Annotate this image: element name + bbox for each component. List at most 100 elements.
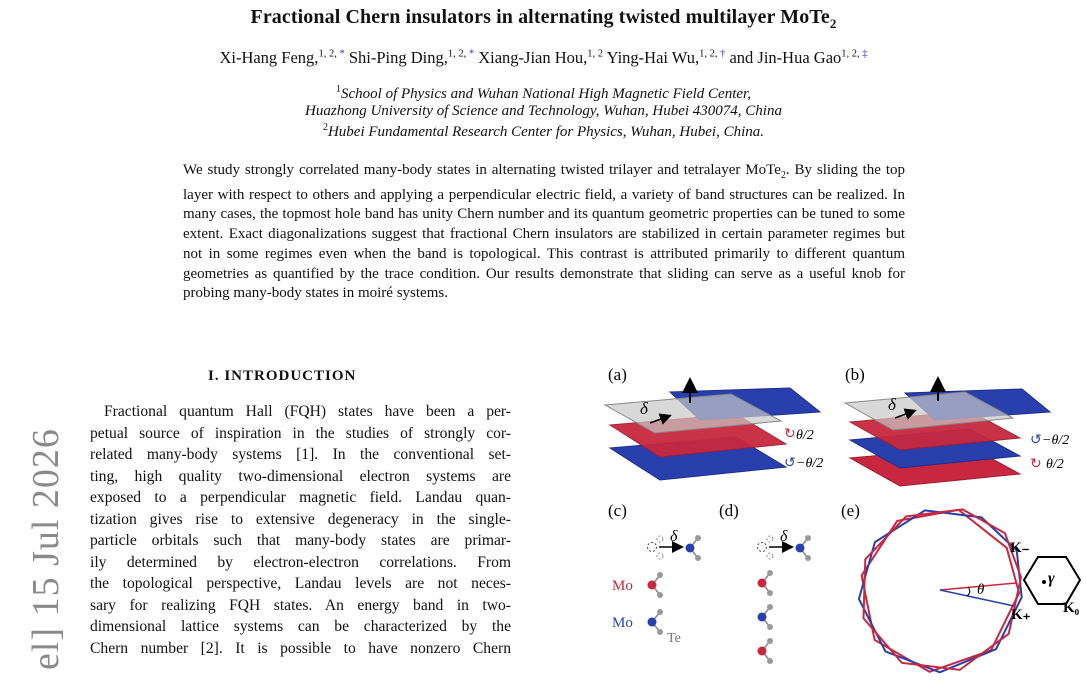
abstract-text-2: . By sliding the top layer with respect … xyxy=(183,162,905,302)
intro-line: Fractional quantum Hall (FQH) states hav… xyxy=(104,403,511,420)
panel-label-e: (e) xyxy=(841,501,860,520)
te-atom xyxy=(767,658,773,664)
paper-title: Fractional Chern insulators in alternati… xyxy=(0,6,1087,32)
intro-line: exposed to a perpendicular magnetic fiel… xyxy=(90,489,511,506)
te-atom xyxy=(657,572,663,578)
delta-label: δ xyxy=(670,528,678,545)
panel-d-sideview: δ xyxy=(757,528,811,664)
gamma-point xyxy=(1042,580,1046,584)
shifted-te-atom xyxy=(766,535,774,543)
mini-bz-hexagon xyxy=(1022,556,1082,605)
mo-atom xyxy=(795,543,805,553)
te-atom xyxy=(657,609,663,615)
intro-line: Chern number [2]. It is possible to have… xyxy=(90,639,511,657)
author-affil-marks: 1, 2, xyxy=(447,48,469,60)
mo-atom xyxy=(647,580,657,590)
panel-c-sideview: δ Mo Mo Te xyxy=(612,528,701,646)
mo-atom xyxy=(757,646,767,656)
panel-label-a: (a) xyxy=(608,365,627,384)
te-atom xyxy=(695,535,701,541)
affiliation-mark: 1 xyxy=(336,84,342,95)
delta-label: δ xyxy=(888,395,897,414)
te-atom xyxy=(767,590,773,596)
intro-paragraph: Fractional quantum Hall (FQH) states hav… xyxy=(90,401,511,659)
te-atom xyxy=(767,638,773,644)
intro-line: related many-body systems [1]. In the co… xyxy=(90,446,511,463)
blue-axis xyxy=(939,589,1015,607)
intro-line: particle orbitals such that many-body st… xyxy=(90,532,511,549)
rotation-icon: ↻ xyxy=(1030,457,1042,472)
te-label: Te xyxy=(667,631,681,646)
te-atom xyxy=(695,555,701,561)
red-axis xyxy=(939,582,1017,591)
affiliation-1-cont: Huazhong University of Science and Techn… xyxy=(0,103,1087,120)
panel-label-b: (b) xyxy=(845,365,865,384)
affiliation-text: School of Physics and Wuhan National Hig… xyxy=(341,86,751,102)
author-name: Xi-Hang Feng, xyxy=(219,48,319,67)
k-plus-label: K₊ xyxy=(1011,607,1031,623)
te-atom xyxy=(767,570,773,576)
shifted-te-atom xyxy=(656,552,664,560)
intro-line: dimensional lattice systems can be chara… xyxy=(90,618,511,635)
panel-b-stack: δ ↺ −θ/2 ↻ θ/2 xyxy=(843,376,1069,487)
shift-arrow xyxy=(894,408,917,420)
intro-line: petual source of inspiration in the stud… xyxy=(90,424,511,442)
author-note-link[interactable]: † xyxy=(720,48,726,60)
author-name: Shi-Ping Ding, xyxy=(348,48,448,67)
mo-atom xyxy=(757,612,767,622)
author-note-link[interactable]: * xyxy=(468,48,475,60)
author-note-link[interactable]: ‡ xyxy=(862,48,868,60)
te-atom xyxy=(657,629,663,635)
affiliation-mark: 2 xyxy=(322,122,328,133)
layer-top xyxy=(843,391,1015,431)
author-separator: and xyxy=(725,48,758,67)
te-atom xyxy=(767,604,773,610)
affiliation-text: Hubei Fundamental Research Center for Ph… xyxy=(327,124,765,140)
author-note-link[interactable]: * xyxy=(339,48,345,60)
theta-label: θ xyxy=(977,582,985,598)
affiliation-1: 1School of Physics and Wuhan National Hi… xyxy=(0,84,1087,103)
te-atom xyxy=(767,624,773,630)
bz-blue xyxy=(857,509,1023,674)
intro-line: the topological perspective, Landau leve… xyxy=(90,575,511,592)
title-subscript: 2 xyxy=(829,16,837,31)
intro-line: ily determined by electron-electron corr… xyxy=(90,553,511,571)
panel-e-brillouin-zones: θ K₋ K₊ K₀ γ xyxy=(857,508,1082,674)
figure-1: (a) (b) (c) (d) (e) δ ↻ θ/2 ↺ −θ/2 δ ↺ −… xyxy=(603,365,1082,674)
theta-pos-label: θ/2 xyxy=(796,428,814,443)
panel-a-stack: δ ↻ θ/2 ↺ −θ/2 xyxy=(603,377,823,481)
author-name: Xiang-Jian Hou, xyxy=(478,48,588,67)
mo-atom xyxy=(685,543,695,553)
author-name: Ying-Hai Wu, xyxy=(606,48,700,67)
delta-label: δ xyxy=(780,528,788,545)
panel-label-d: (d) xyxy=(719,501,739,520)
k-minus-label: K₋ xyxy=(1010,540,1030,556)
author-name: Jin-Hua Gao xyxy=(757,48,842,67)
author-affil-marks: 1, 2, xyxy=(318,48,340,60)
abstract: We study strongly correlated many-body s… xyxy=(183,161,905,304)
author-affil-marks: 1, 2, xyxy=(699,48,721,60)
affiliation-text: Huazhong University of Science and Techn… xyxy=(305,103,782,119)
affiliation-2: 2Hubei Fundamental Research Center for P… xyxy=(0,122,1087,141)
gamma-label: γ xyxy=(1048,570,1055,587)
title-text: Fractional Chern insulators in alternati… xyxy=(250,6,830,28)
bz-red xyxy=(860,508,1021,673)
abstract-subscript: 2 xyxy=(780,170,786,181)
mo-atom xyxy=(757,578,767,588)
mo-label-red: Mo xyxy=(612,578,633,594)
k-zero-label: K₀ xyxy=(1063,600,1080,616)
intro-line: sary for realizing FQH states. An energy… xyxy=(90,596,511,614)
shifted-mo-atom xyxy=(757,542,767,552)
abstract-text-1: We study strongly correlated many-body s… xyxy=(183,162,781,178)
author-affil-marks: 1, 2, xyxy=(841,48,863,60)
theta-pos-label: θ/2 xyxy=(1046,457,1064,472)
shifted-mo-atom xyxy=(647,542,657,552)
author-list: Xi-Hang Feng,1, 2, * Shi-Ping Ding,1, 2,… xyxy=(0,48,1087,68)
shifted-te-atom xyxy=(766,552,774,560)
te-atom xyxy=(657,592,663,598)
rotation-icon: ↺ xyxy=(784,456,796,471)
delta-label: δ xyxy=(640,399,649,418)
rotation-icon: ↺ xyxy=(1030,433,1042,448)
shifted-te-atom xyxy=(656,535,664,543)
section-heading: I. INTRODUCTION xyxy=(208,368,357,384)
